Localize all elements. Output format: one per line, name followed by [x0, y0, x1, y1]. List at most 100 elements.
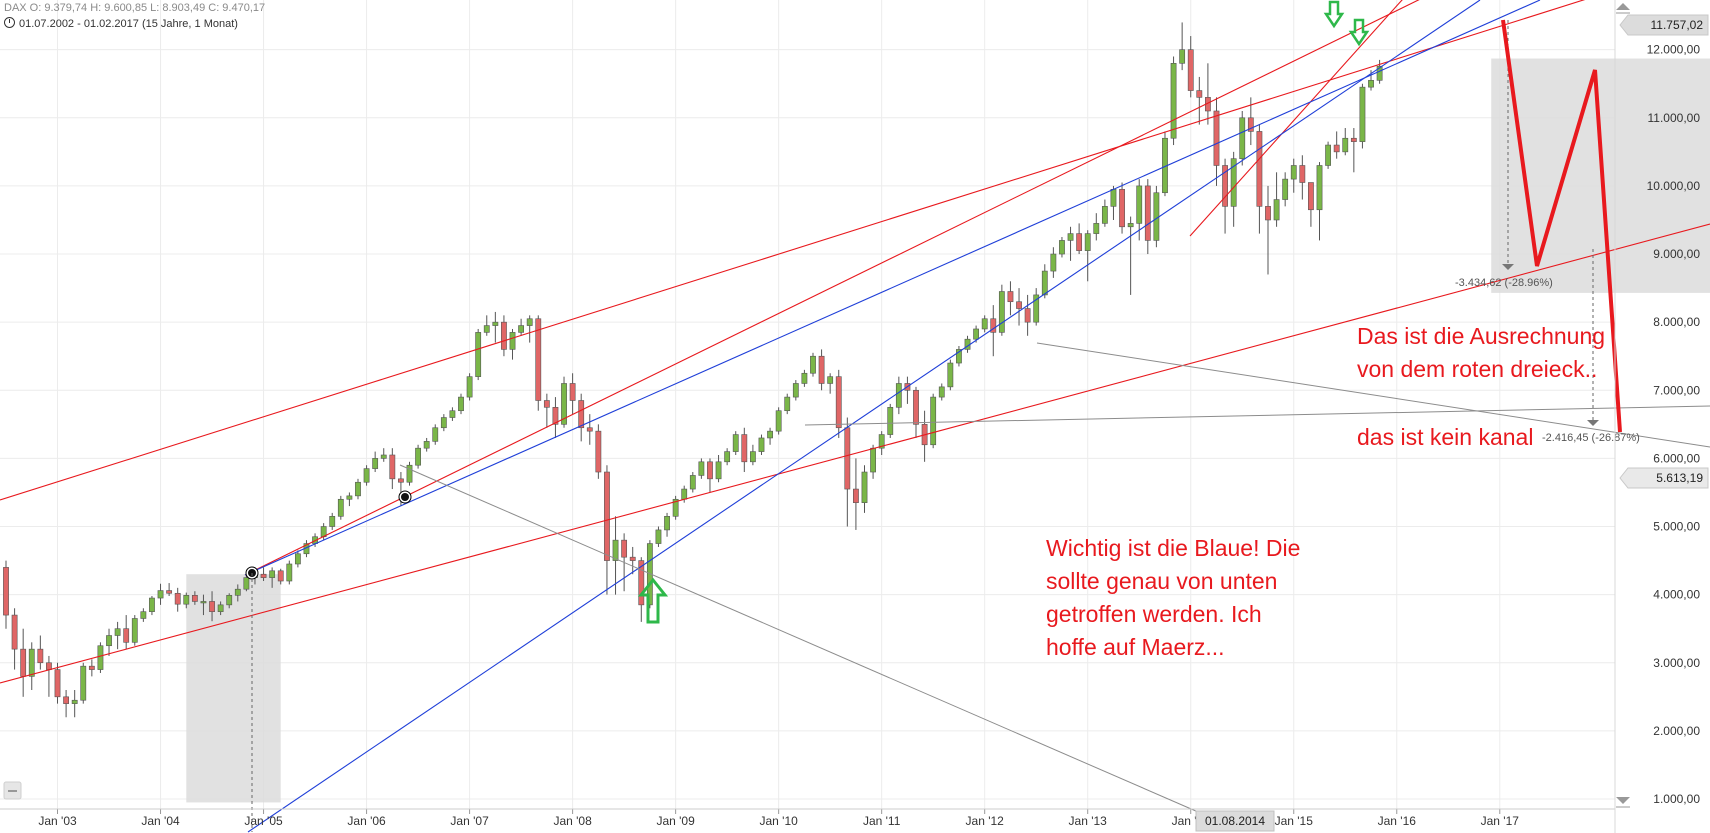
y-tick-label: 12.000,00 [1647, 43, 1701, 57]
note-line: Wichtig ist die Blaue! Die [1046, 535, 1301, 561]
candle-body [449, 410, 456, 418]
candle-body [440, 417, 447, 429]
candle-body [913, 389, 919, 425]
candle-body [827, 376, 834, 384]
candle-body [956, 349, 962, 364]
red-trendline-lower [0, 223, 1710, 684]
candle-body [492, 321, 499, 326]
candle-body [938, 386, 945, 398]
gray-line-flat [804, 405, 1710, 426]
candle-body [981, 318, 988, 330]
candle-body [1333, 144, 1340, 153]
y-tick-label: 1.000,00 [1653, 792, 1700, 806]
candle-body [689, 475, 696, 490]
candle-body [715, 461, 722, 480]
candle-body [1265, 206, 1271, 221]
candle-body [853, 488, 859, 503]
candle-body [157, 590, 164, 599]
x-tick-label: Jan '13 [1069, 814, 1108, 828]
candle-body [501, 321, 507, 350]
candle-body [724, 451, 731, 463]
candle-body [1308, 182, 1314, 211]
candle-body [1136, 185, 1143, 224]
candle-body [672, 498, 679, 517]
candle-body [784, 396, 791, 412]
candle-body [1299, 165, 1306, 183]
candle-body [810, 355, 816, 374]
candle-body [518, 325, 524, 333]
candle-body [114, 628, 121, 636]
blue-trendline-2 [247, 0, 1481, 833]
candle-body [140, 611, 147, 619]
scroll-down-icon [1616, 797, 1630, 804]
candle-body [1110, 189, 1117, 207]
x-tick-label: Jan '10 [759, 814, 798, 828]
candle-body [1170, 63, 1177, 139]
blue-line-note: Wichtig ist die Blaue! Die sollte genau … [1046, 532, 1300, 664]
candle-body [329, 516, 336, 527]
candle-body [1119, 189, 1125, 228]
gray-line-flat-falling [1036, 342, 1710, 448]
candle-body [183, 595, 190, 605]
candle-body [294, 553, 301, 565]
candle-body [217, 604, 224, 612]
candle-body [1041, 270, 1048, 296]
candle-body [861, 471, 868, 503]
x-tick-label: Jan '11 [863, 814, 901, 828]
candle-body [1350, 137, 1357, 142]
measurement-label: -2.416,45 (-26.87%) [1542, 432, 1640, 444]
candle-body [1093, 223, 1100, 234]
candle-body [681, 488, 688, 500]
candle-body [475, 332, 482, 377]
candle-body [535, 318, 542, 401]
x-tick-label: Jan '15 [1275, 814, 1314, 828]
candle-body [1239, 117, 1246, 159]
candle-body [1290, 165, 1297, 180]
candle-body [54, 669, 61, 698]
candle-body [1222, 165, 1228, 207]
x-tick-label: Jan '07 [450, 814, 489, 828]
candle-body [604, 471, 610, 561]
candle-body [277, 570, 284, 582]
y-tick-label: 3.000,00 [1653, 656, 1700, 670]
candle-body [895, 383, 902, 408]
note-line: getroffen werden. Ich [1046, 601, 1262, 627]
channel-note: das ist kein kanal [1357, 424, 1534, 450]
candle-body [767, 430, 773, 439]
candle-body [131, 618, 138, 643]
x-tick-label: Jan '17 [1481, 814, 1520, 828]
candle-body [1127, 223, 1134, 228]
last-price-badge [1619, 14, 1709, 36]
candle-body [1067, 233, 1074, 241]
candle-body [1282, 178, 1289, 200]
candle-body [578, 400, 585, 429]
candle-body [432, 427, 439, 442]
note-line: Das ist die Ausrechnung [1357, 323, 1606, 349]
candle-body [380, 454, 387, 459]
red-trendline-short [1189, 0, 1403, 237]
clock-icon [4, 17, 15, 28]
marker-price-badge [1619, 467, 1709, 489]
green-up-arrow-icon [637, 577, 669, 624]
calc-note: Das ist die Ausrechnung von dem roten dr… [1357, 320, 1605, 386]
red-trendline-steep [244, 0, 1420, 576]
candle-body [707, 461, 713, 480]
candle-body [930, 396, 937, 446]
candle-body [1033, 294, 1040, 323]
candle-body [612, 539, 619, 561]
candle-body [398, 478, 404, 483]
candle-body [646, 543, 653, 606]
red-trendline-upper [0, 0, 1586, 501]
candle-body [1076, 233, 1083, 251]
candle-body [552, 407, 559, 425]
marker-price-badge-text: 5.613,19 [1656, 471, 1703, 485]
candle-body [1196, 90, 1203, 98]
x-tick-label: Jan '12 [966, 814, 1005, 828]
candle-body [389, 454, 396, 480]
candle-body [569, 383, 576, 401]
candle-body [878, 434, 885, 449]
candle-body [595, 430, 602, 473]
